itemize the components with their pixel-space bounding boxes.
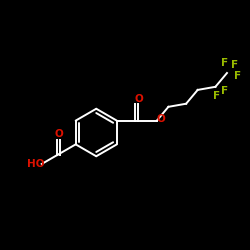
Text: O: O: [157, 114, 166, 124]
Text: HO: HO: [27, 159, 44, 169]
Text: F: F: [221, 86, 228, 96]
Text: F: F: [213, 90, 220, 101]
Text: F: F: [234, 70, 241, 81]
Text: F: F: [221, 58, 228, 68]
Text: O: O: [135, 94, 144, 104]
Text: F: F: [231, 60, 238, 70]
Text: O: O: [54, 129, 63, 139]
